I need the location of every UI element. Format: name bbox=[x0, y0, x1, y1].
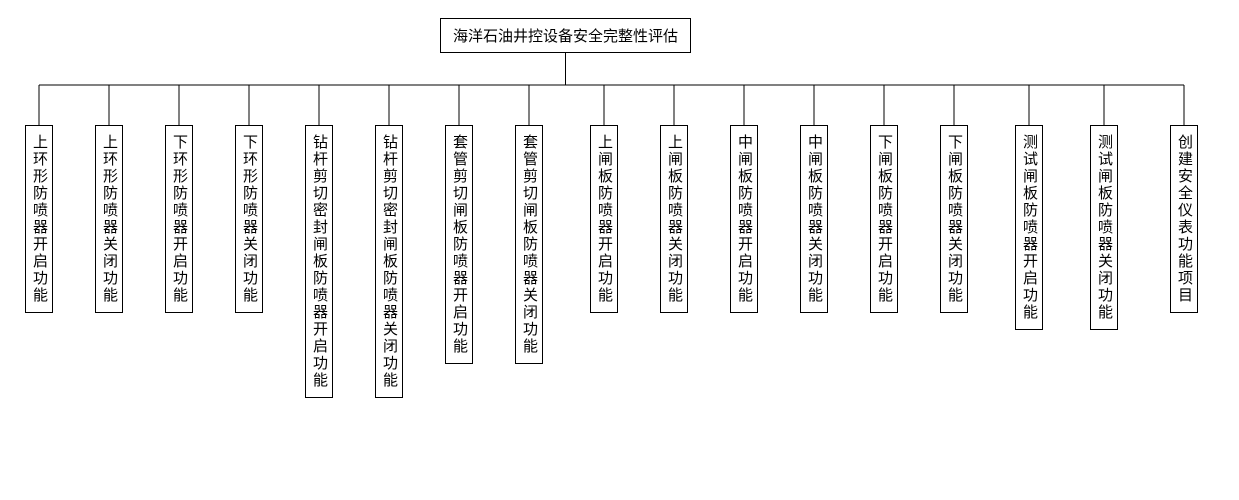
child-node: 上闸板防喷器关闭功能 bbox=[660, 125, 688, 313]
child-node: 下环形防喷器关闭功能 bbox=[235, 125, 263, 313]
child-node: 钻杆剪切密封闸板防喷器关闭功能 bbox=[375, 125, 403, 398]
child-node: 创建安全仪表功能项目 bbox=[1170, 125, 1198, 313]
org-tree-diagram: 海洋石油井控设备安全完整性评估 上环形防喷器开启功能 上环形防喷器关闭功能 下环形防… bbox=[10, 10, 1229, 490]
child-node: 中闸板防喷器关闭功能 bbox=[800, 125, 828, 313]
child-node: 钻杆剪切密封闸板防喷器开启功能 bbox=[305, 125, 333, 398]
child-node: 下环形防喷器开启功能 bbox=[165, 125, 193, 313]
child-node: 套管剪切闸板防喷器开启功能 bbox=[445, 125, 473, 364]
child-node: 下闸板防喷器关闭功能 bbox=[940, 125, 968, 313]
child-node: 上环形防喷器开启功能 bbox=[25, 125, 53, 313]
child-node: 中闸板防喷器开启功能 bbox=[730, 125, 758, 313]
child-node: 测试闸板防喷器开启功能 bbox=[1015, 125, 1043, 330]
root-node: 海洋石油井控设备安全完整性评估 bbox=[440, 18, 691, 53]
child-node: 套管剪切闸板防喷器关闭功能 bbox=[515, 125, 543, 364]
child-node: 测试闸板防喷器关闭功能 bbox=[1090, 125, 1118, 330]
child-node: 下闸板防喷器开启功能 bbox=[870, 125, 898, 313]
child-node: 上环形防喷器关闭功能 bbox=[95, 125, 123, 313]
child-node: 上闸板防喷器开启功能 bbox=[590, 125, 618, 313]
